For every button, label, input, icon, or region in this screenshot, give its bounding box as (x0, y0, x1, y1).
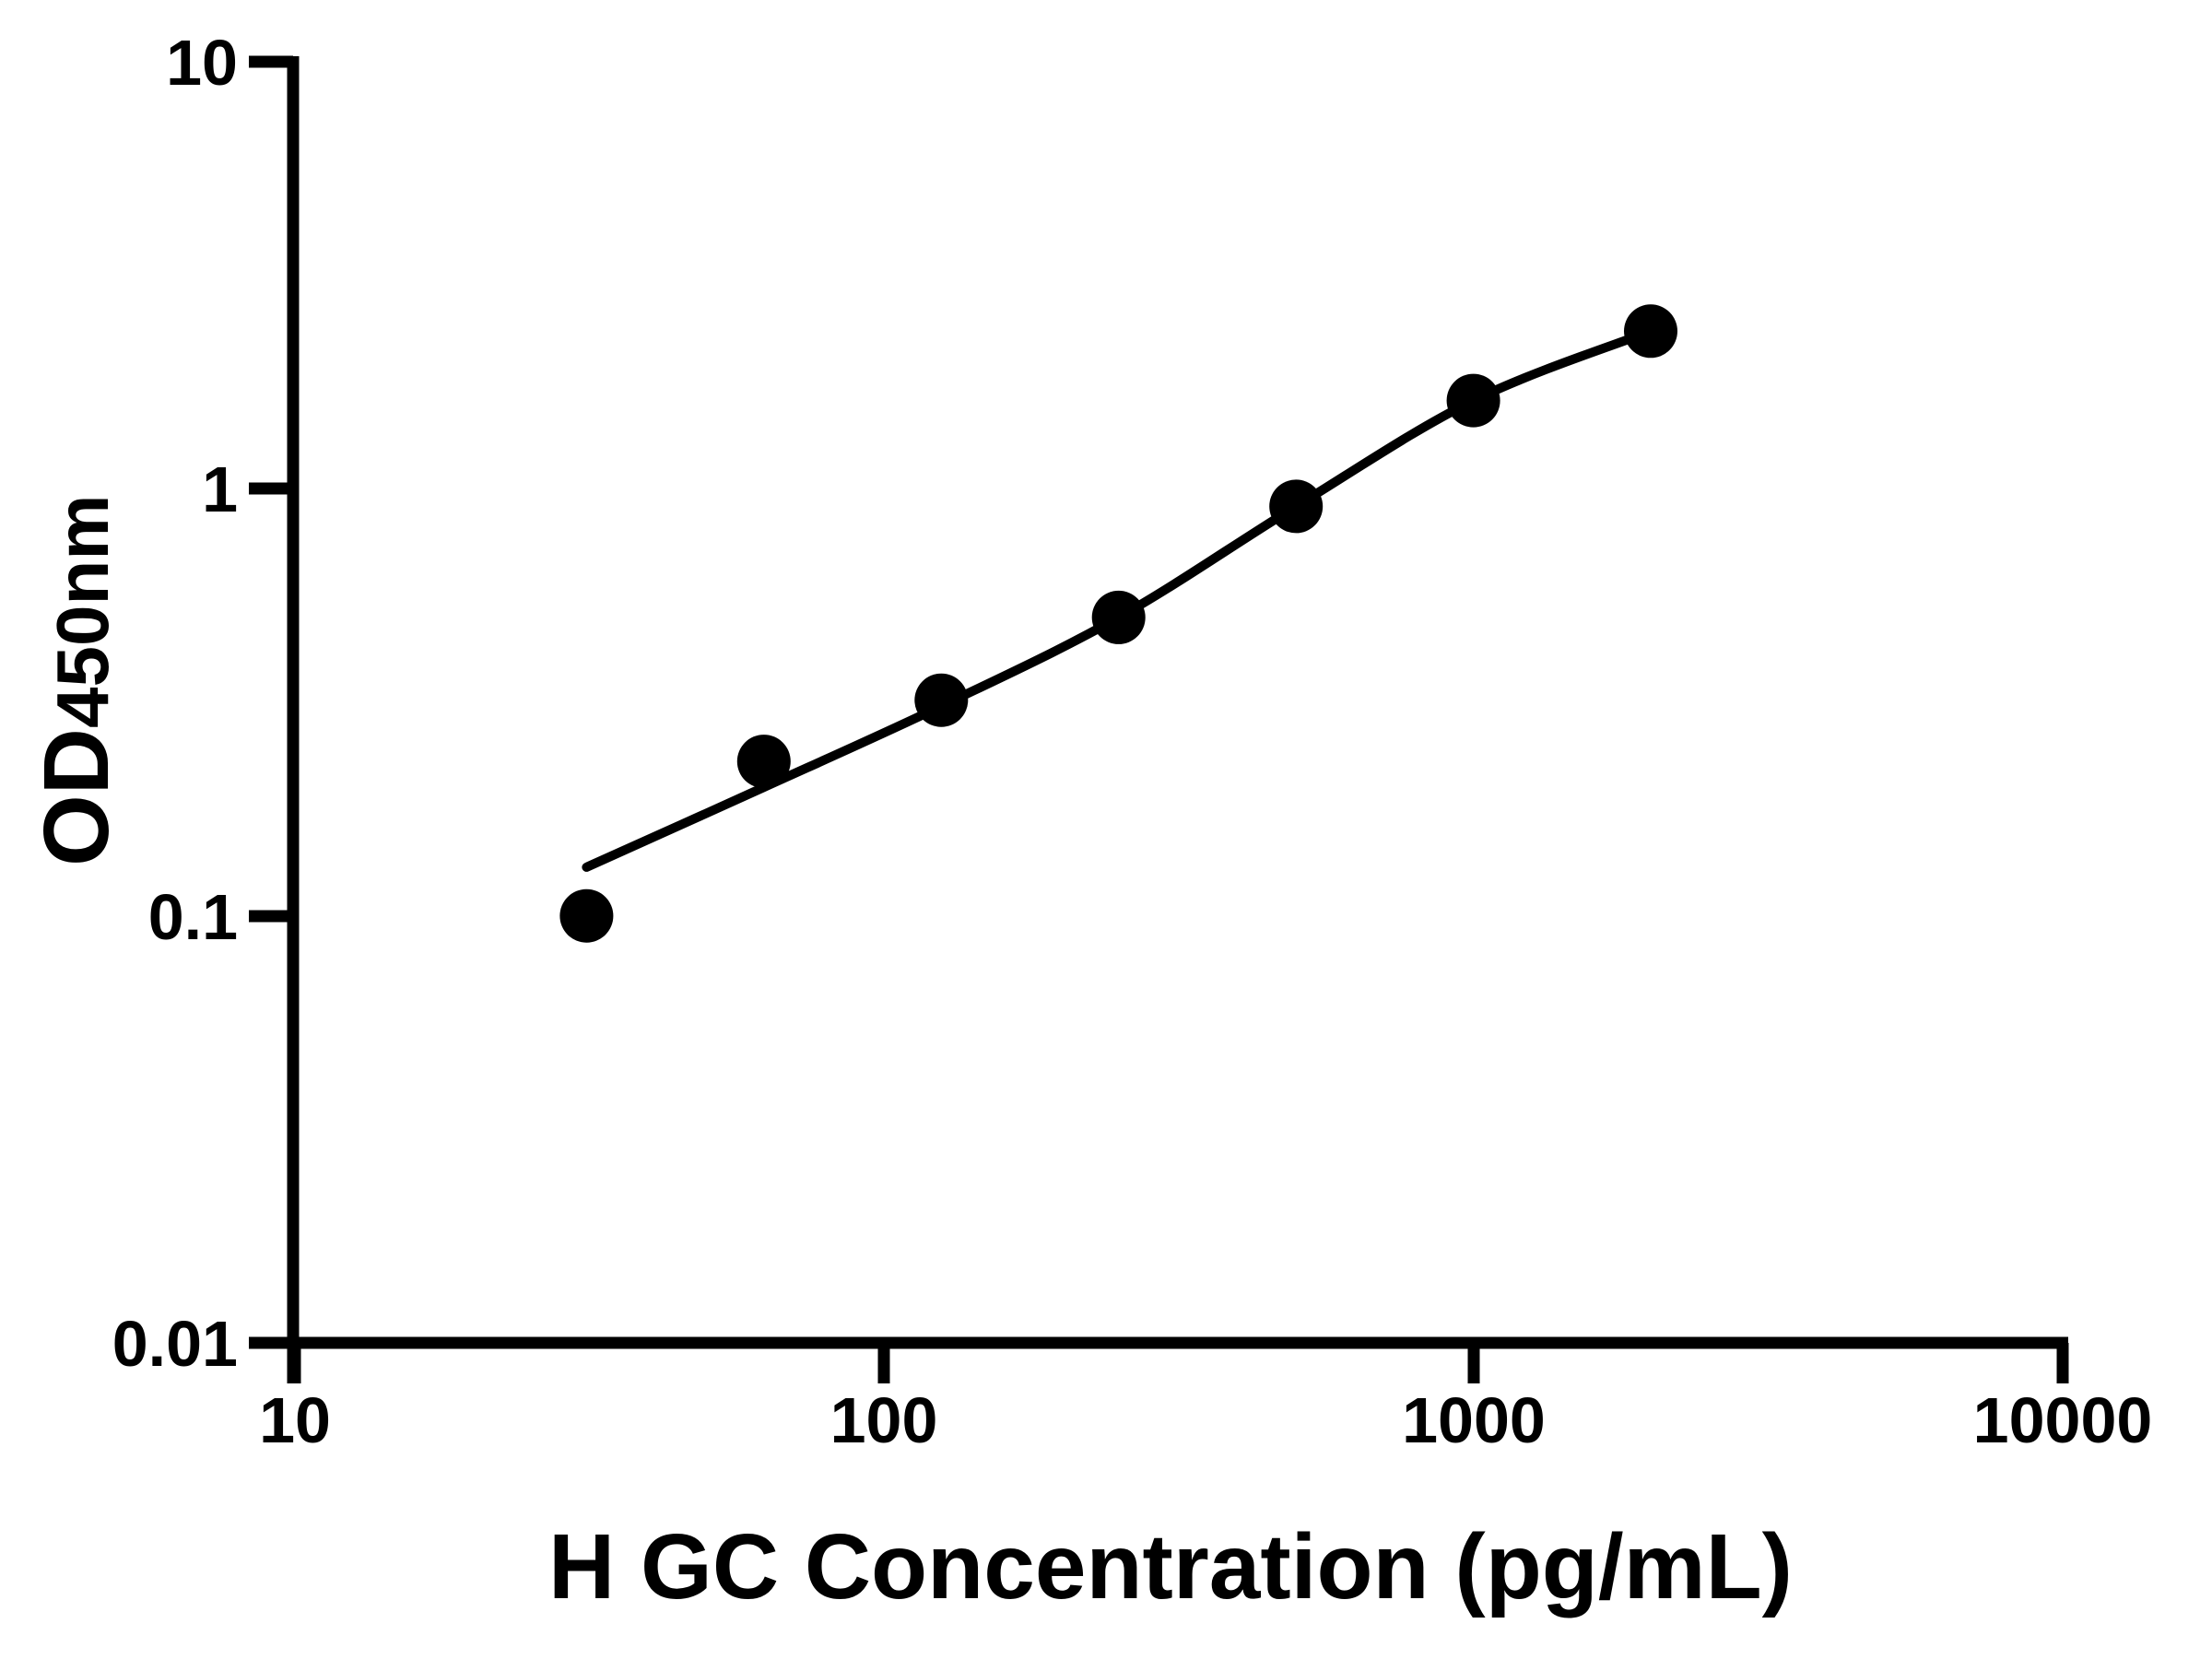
x-tick-label-1000: 1000 (1402, 1384, 1546, 1456)
y-tick-label-0.01: 0.01 (112, 1308, 238, 1380)
y-axis-ticks (249, 55, 293, 1349)
y-axis-title-main: OD (25, 728, 128, 866)
y-axis-title-subscript: 450nm (41, 494, 124, 728)
x-tick-labels: 10 100 1000 10000 (259, 1384, 2152, 1456)
data-point-marker (736, 735, 791, 789)
y-tick-label-0.1: 0.1 (148, 881, 238, 953)
y-tick-labels: 10 1 0.1 0.01 (112, 27, 238, 1380)
y-tick-label-10: 10 (166, 27, 238, 99)
x-axis-ticks (288, 1343, 2069, 1383)
axes (249, 55, 2069, 1383)
data-point-marker (1269, 479, 1324, 534)
data-point-marker (1091, 590, 1146, 644)
x-axis-title: H GC Concentration (pg/mL) (548, 1515, 1793, 1618)
data-point-marker (1446, 373, 1500, 428)
data-point-markers (559, 304, 1677, 943)
data-point-marker (1624, 304, 1677, 359)
x-tick-label-100: 100 (830, 1384, 938, 1456)
data-point-marker (559, 888, 614, 943)
y-axis-title: OD450nm (24, 495, 130, 866)
data-point-marker (914, 673, 969, 727)
y-tick-label-1: 1 (202, 453, 238, 525)
x-tick-label-10: 10 (259, 1384, 331, 1456)
x-tick-label-10000: 10000 (1973, 1384, 2153, 1456)
